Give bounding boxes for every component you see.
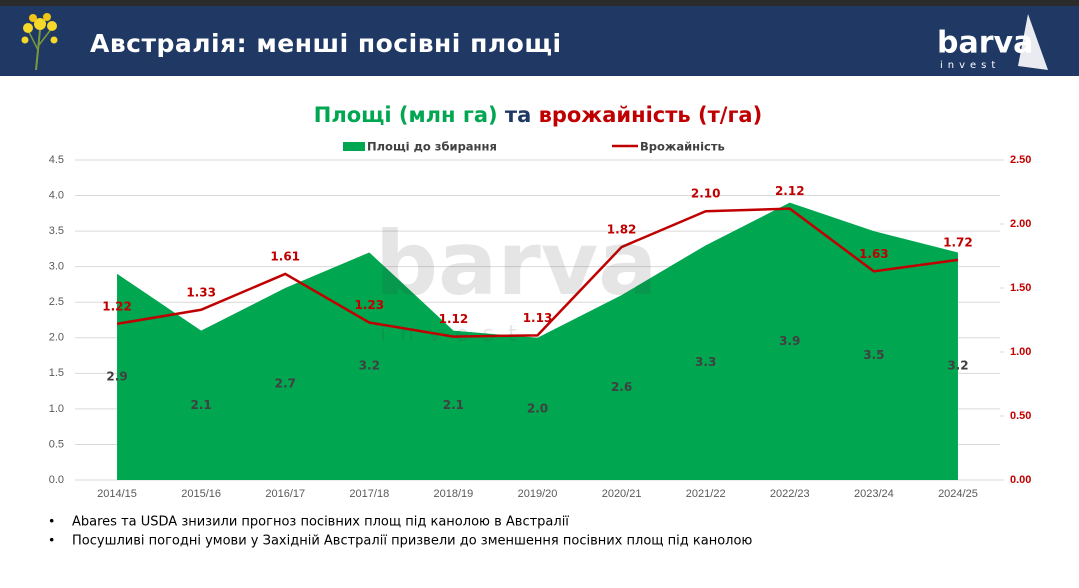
x-tick-label: 2016/17 <box>265 488 305 500</box>
logo-name: barva <box>937 26 1033 61</box>
x-tick-label: 2021/22 <box>686 488 726 500</box>
legend-swatch <box>343 142 365 151</box>
x-tick-label: 2020/21 <box>602 488 642 500</box>
line-value-label: 1.23 <box>355 298 385 312</box>
legend-label: Врожайність <box>640 140 725 154</box>
y2-tick-label: 0.50 <box>1010 410 1031 422</box>
area-value-label: 2.6 <box>611 380 632 394</box>
chart-title: Площі (млн га) та врожайність (т/га) <box>314 103 762 127</box>
y-tick-label: 4.5 <box>49 154 64 166</box>
chart-title-part: та <box>505 103 531 127</box>
line-value-label: 1.63 <box>859 247 889 261</box>
y-tick-label: 2.0 <box>49 332 64 344</box>
chart-title-part: врожайність (т/га) <box>539 103 763 127</box>
area-value-label: 2.9 <box>106 369 127 383</box>
line <box>116 207 959 338</box>
line-value-label: 1.82 <box>607 223 637 237</box>
line-value-label: 1.13 <box>523 311 553 325</box>
plot: 0.0 0.5 1.0 1.5 2.0 2.5 3.0 3.5 4.0 4.5 0.00 0.50 1.… <box>49 140 1032 500</box>
y-tick-label: 0.5 <box>49 438 64 450</box>
top-strip <box>0 0 1079 6</box>
logo-tagline: invest <box>940 60 1000 71</box>
area-value-label: 2.0 <box>527 401 548 415</box>
y2-tick-label: 1.50 <box>1010 282 1031 294</box>
legend-label: Площі до збирання <box>367 140 497 154</box>
area-value-label: 2.1 <box>443 398 464 412</box>
y2-tick-label: 2.00 <box>1010 218 1031 230</box>
y-tick-label: 4.0 <box>49 189 64 201</box>
area-value-label: 3.2 <box>947 359 968 373</box>
y-tick-label: 2.5 <box>49 296 64 308</box>
line-value-label: 2.10 <box>691 187 721 201</box>
y-tick-label: 3.5 <box>49 225 64 237</box>
bullet-dot: • <box>48 533 55 548</box>
watermark: barva invest <box>375 212 658 347</box>
header-bar <box>0 6 1079 76</box>
y2-tick-label: 1.00 <box>1010 346 1031 358</box>
bullet: Abares та USDA знизили прогноз посівних … <box>72 515 569 530</box>
area-value-label: 2.7 <box>275 377 296 391</box>
x-tick-label: 2017/18 <box>349 488 389 500</box>
chart-title-part: Площі (млн га) <box>314 103 498 127</box>
y-tick-label: 3.0 <box>49 261 64 273</box>
x-tick-label: 2019/20 <box>518 488 558 500</box>
watermark-name: barva <box>375 212 658 315</box>
bullet-dot: • <box>48 514 55 529</box>
x-tick-label: 2023/24 <box>854 488 894 500</box>
x-tick-label: 2024/25 <box>938 488 978 500</box>
area-value-label: 3.9 <box>779 334 800 348</box>
y-tick-label: 0.0 <box>49 474 64 486</box>
area-value-label: 3.5 <box>863 348 884 362</box>
watermark-tagline: invest <box>380 322 531 347</box>
area-value-label: 3.2 <box>359 359 380 373</box>
x-tick-label: 2022/23 <box>770 488 810 500</box>
area-value-label: 2.1 <box>191 398 212 412</box>
y-tick-label: 1.5 <box>49 367 64 379</box>
x-tick-label: 2018/19 <box>434 488 474 500</box>
y2-tick-label: 0.00 <box>1010 474 1031 486</box>
canola-icon <box>21 13 58 71</box>
area-value-label: 3.3 <box>695 355 716 369</box>
bullet: Посушливі погодні умови у Західній Австр… <box>72 534 752 549</box>
x-tick-label: 2014/15 <box>97 488 137 500</box>
line-value-label: 1.12 <box>439 312 469 326</box>
y2-tick-label: 2.50 <box>1010 154 1031 166</box>
slide-title: Австралія: менші посівні площі <box>90 29 562 58</box>
line-value-label: 1.22 <box>102 299 132 313</box>
logo: barva invest <box>937 14 1048 71</box>
x-tick-label: 2015/16 <box>181 488 221 500</box>
area <box>117 202 958 480</box>
line-value-label: 2.12 <box>775 184 805 198</box>
line-value-label: 1.72 <box>943 235 973 249</box>
y-tick-label: 1.0 <box>49 403 64 415</box>
line-value-label: 1.33 <box>186 285 216 299</box>
line-value-label: 1.61 <box>270 249 300 263</box>
